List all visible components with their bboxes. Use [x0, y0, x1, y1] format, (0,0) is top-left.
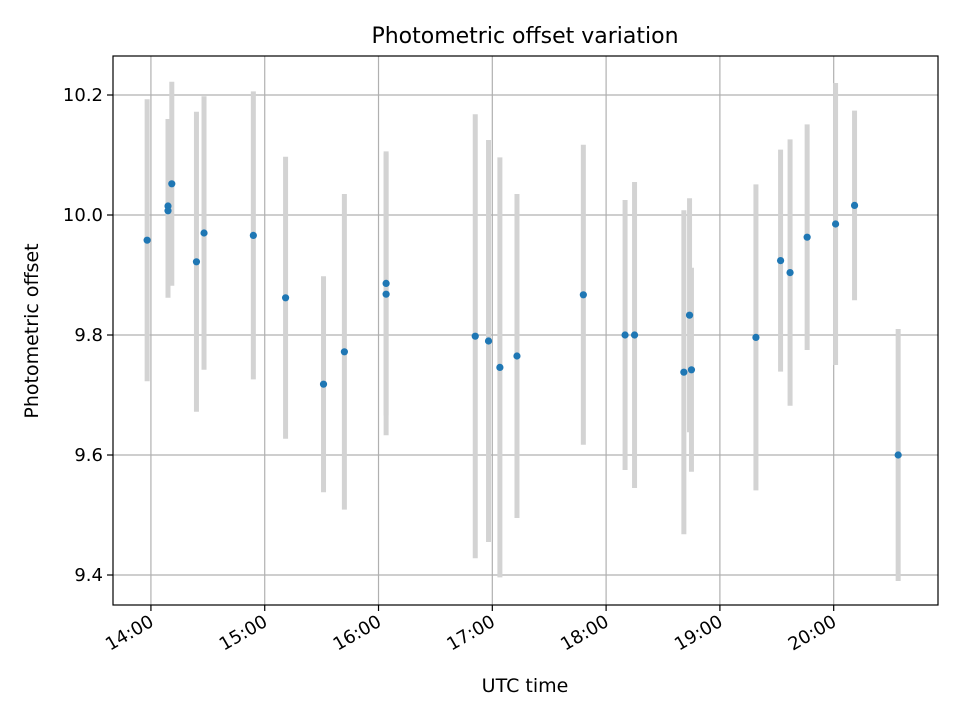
data-point — [630, 331, 639, 339]
data-point — [484, 337, 493, 345]
data-point — [164, 207, 172, 215]
y-tick-label: 9.8 — [74, 325, 103, 346]
data-point — [340, 348, 348, 356]
data-point — [382, 279, 390, 287]
y-tick-label: 10.2 — [63, 85, 103, 106]
data-point — [680, 368, 688, 376]
y-tick-label: 10.0 — [63, 205, 103, 226]
y-tick-label: 9.4 — [74, 565, 103, 586]
data-point — [850, 201, 859, 209]
data-point — [143, 236, 151, 244]
data-point — [752, 333, 760, 341]
data-point — [579, 291, 587, 299]
data-point — [786, 269, 794, 277]
y-tick-label: 9.6 — [74, 445, 103, 466]
data-point — [687, 366, 696, 374]
x-axis-label: UTC time — [482, 675, 569, 697]
data-point — [249, 231, 257, 239]
data-point — [803, 233, 811, 241]
data-point — [281, 294, 290, 302]
data-point — [382, 290, 390, 298]
data-point — [685, 311, 694, 319]
data-point — [776, 257, 785, 265]
data-point — [471, 332, 479, 340]
data-point — [192, 258, 201, 266]
data-point — [168, 180, 176, 188]
data-point — [319, 380, 328, 388]
chart-title: Photometric offset variation — [371, 24, 678, 49]
data-point — [200, 229, 208, 237]
data-point — [513, 352, 521, 360]
data-point — [621, 331, 629, 339]
y-axis-label: Photometric offset — [21, 243, 43, 418]
data-point — [496, 363, 504, 371]
data-point — [831, 220, 840, 228]
plot-frame — [112, 55, 939, 606]
data-point — [894, 451, 902, 459]
